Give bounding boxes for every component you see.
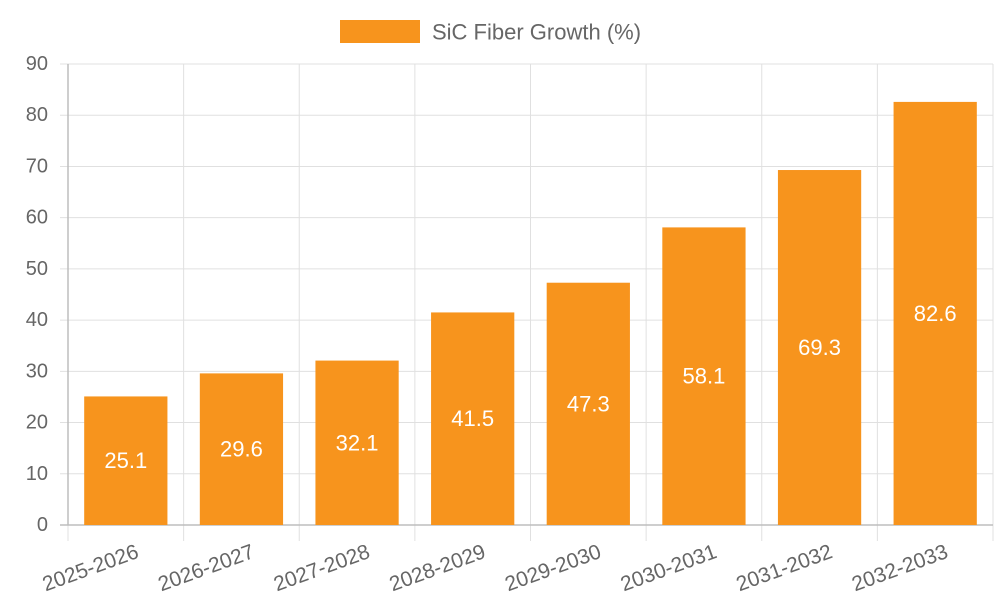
bar (84, 396, 168, 525)
legend: SiC Fiber Growth (%) (340, 20, 641, 45)
x-tick-label: 2025-2026 (39, 540, 141, 596)
y-tick-label: 20 (26, 412, 48, 434)
bar (893, 101, 977, 525)
x-tick-label: 2026-2027 (155, 540, 257, 596)
x-tick-label: 2031-2032 (733, 540, 835, 596)
bar-value-label: 82.6 (914, 301, 957, 326)
x-tick-label: 2029-2030 (502, 540, 604, 596)
x-tick-label: 2030-2031 (618, 540, 720, 596)
y-tick-label: 90 (26, 53, 48, 75)
bar-value-label: 25.1 (104, 448, 147, 473)
y-tick-label: 60 (26, 207, 48, 229)
bar (431, 312, 515, 525)
legend-swatch (340, 20, 420, 43)
y-tick-label: 30 (26, 360, 48, 382)
bar (546, 282, 630, 525)
legend-label: SiC Fiber Growth (%) (432, 20, 641, 45)
bar (777, 170, 862, 525)
y-tick-label: 0 (37, 514, 48, 536)
bar (315, 360, 399, 525)
x-tick-label: 2032-2033 (849, 540, 951, 596)
y-tick-label: 50 (26, 258, 48, 280)
x-tick-label: 2027-2028 (271, 540, 373, 596)
x-tick-label: 2028-2029 (386, 540, 488, 596)
y-tick-label: 40 (26, 309, 48, 331)
bar (199, 373, 284, 525)
y-tick-label: 10 (26, 463, 48, 485)
bar-value-label: 41.5 (451, 406, 494, 431)
bar (662, 227, 746, 525)
data-labels: 25.1 29.6 32.1 41.5 47.3 58.1 69.3 82.6 (104, 301, 956, 473)
bar-value-label: 47.3 (567, 391, 610, 416)
bar-value-label: 29.6 (220, 437, 263, 462)
bar-value-label: 32.1 (336, 430, 379, 455)
y-tick-label: 80 (26, 104, 48, 126)
bar-value-label: 69.3 (798, 335, 841, 360)
bars (84, 101, 977, 525)
y-tick-label: 70 (26, 155, 48, 177)
bar-value-label: 58.1 (683, 364, 726, 389)
